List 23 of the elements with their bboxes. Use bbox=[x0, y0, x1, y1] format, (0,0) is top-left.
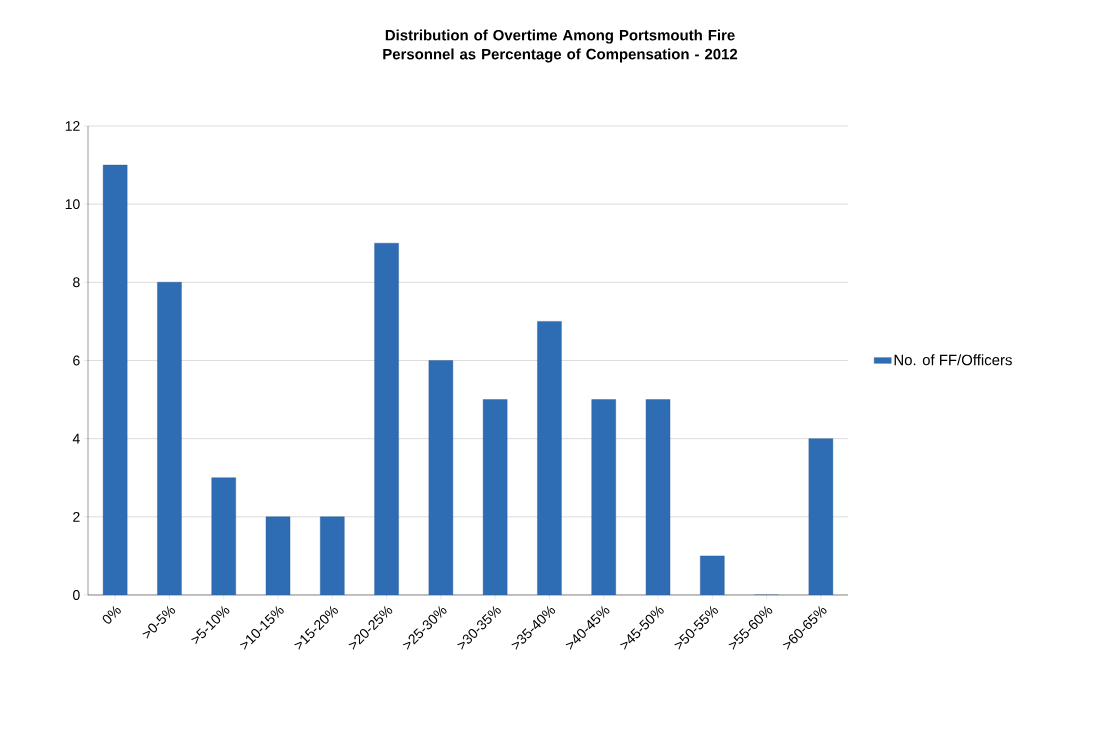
y-tick-label: 8 bbox=[73, 277, 80, 288]
y-tick-label: 10 bbox=[65, 199, 80, 210]
y-tick-label: 6 bbox=[73, 355, 80, 366]
bar bbox=[537, 321, 562, 595]
bar bbox=[645, 399, 671, 595]
bar bbox=[102, 164, 128, 595]
bar bbox=[157, 282, 182, 595]
x-tick-label: 0% bbox=[102, 606, 121, 624]
y-tick-label: 12 bbox=[65, 121, 80, 131]
chart-title: Distribution of Overtime Among Portsmouth Fire Personnel as Percentage of Compensation - 2012 bbox=[383, 29, 738, 63]
legend-label: No. of FF/Officers bbox=[894, 354, 1012, 366]
bar bbox=[211, 477, 236, 595]
y-tick-label: 0 bbox=[73, 590, 80, 600]
bar bbox=[374, 243, 399, 595]
bar bbox=[428, 360, 454, 595]
bar bbox=[591, 399, 616, 595]
bar bbox=[265, 516, 291, 595]
bar bbox=[700, 555, 725, 595]
y-tick-label: 2 bbox=[73, 511, 80, 522]
bar bbox=[320, 516, 345, 595]
y-tick-label: 4 bbox=[72, 433, 80, 444]
bar bbox=[808, 438, 834, 595]
bar bbox=[482, 399, 508, 595]
